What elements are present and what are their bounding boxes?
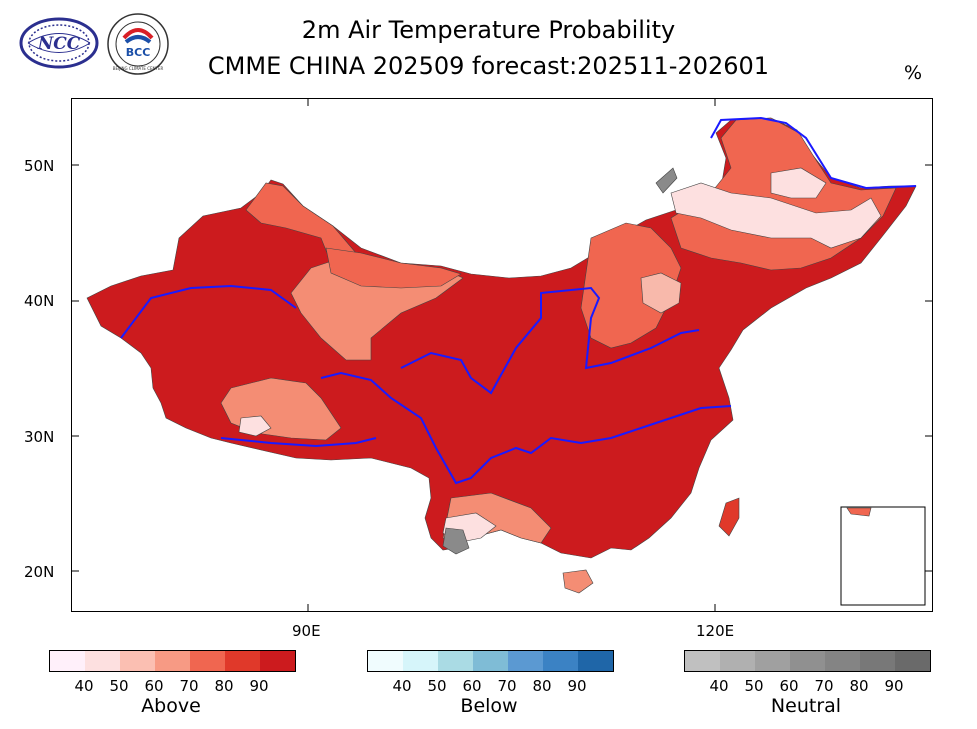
neutral-region-heilongjiang: [655, 167, 678, 194]
taiwan-region: [718, 497, 740, 537]
legend-swatch: [260, 651, 295, 671]
yellow-river-line: [400, 286, 700, 395]
legend-swatch: [120, 651, 155, 671]
legend-tick: 80: [849, 677, 869, 695]
region-above-70-inner-mongolia: [580, 222, 682, 349]
region-above-40-heilongjiang: [770, 167, 827, 199]
legend-swatch: [368, 651, 403, 671]
legend-tick: 70: [814, 677, 834, 695]
legend-above-label: Above: [141, 695, 201, 717]
lon-label-120e: 120E: [696, 622, 735, 640]
lat-label-30n: 30N: [24, 428, 55, 446]
tibet-river-line: [220, 437, 377, 448]
region-above-40-tibet: [238, 415, 272, 437]
region-above-40-northeast: [670, 182, 882, 249]
legend-tick: 60: [779, 677, 799, 695]
legend-tick: 50: [744, 677, 764, 695]
legend-below-label: Below: [460, 695, 518, 717]
legend-swatch: [225, 651, 260, 671]
map-frame: [71, 98, 933, 612]
legend-above-colorbar: [49, 650, 296, 672]
legend-tick: 70: [179, 677, 199, 695]
lat-label-20n: 20N: [24, 563, 55, 581]
legend-tick: 90: [884, 677, 904, 695]
amur-river-line: [710, 116, 917, 190]
lon-label-90e: 90E: [292, 622, 321, 640]
legend-tick: 50: [427, 677, 447, 695]
legend-swatch: [508, 651, 543, 671]
legend-swatch: [790, 651, 825, 671]
unit-label: %: [904, 62, 923, 84]
legend-swatch: [190, 651, 225, 671]
legend-tick: 40: [392, 677, 412, 695]
legend-tick: 60: [462, 677, 482, 695]
legend-swatch: [825, 651, 860, 671]
lat-ticks: [71, 98, 933, 612]
legend-swatch: [50, 651, 85, 671]
legend-swatch: [85, 651, 120, 671]
legend-tick: 70: [497, 677, 517, 695]
legend-neutral-colorbar: [684, 650, 931, 672]
chart-title: 2m Air Temperature Probability: [301, 16, 676, 44]
legend-swatch: [543, 651, 578, 671]
legend-tick: 80: [214, 677, 234, 695]
legend-tick: 50: [109, 677, 129, 695]
region-above-70-hexi: [325, 247, 462, 289]
yangtze-river-line: [320, 371, 732, 485]
lat-label-40n: 40N: [24, 292, 55, 310]
hainan-region: [562, 569, 594, 594]
legend-neutral-label: Neutral: [770, 695, 842, 717]
legend-swatch: [685, 651, 720, 671]
lat-label-50n: 50N: [24, 157, 55, 175]
neutral-region-yunnan: [442, 527, 470, 555]
legend-swatch: [403, 651, 438, 671]
tarim-river-line: [120, 284, 297, 339]
legend-swatch: [755, 651, 790, 671]
legend-tick: 40: [709, 677, 729, 695]
ncc-logo: NCC: [19, 17, 99, 69]
chart-subtitle: CMME CHINA 202509 forecast:202511-202601: [207, 52, 770, 80]
legend-tick: 40: [74, 677, 94, 695]
region-above-50-beijing: [640, 272, 682, 314]
china-probability-map: [71, 98, 933, 612]
legend-swatch: [438, 651, 473, 671]
legend-swatch: [895, 651, 930, 671]
legend-tick: 90: [567, 677, 587, 695]
legend-swatch: [860, 651, 895, 671]
legend-tick: 90: [249, 677, 269, 695]
legend-swatch: [473, 651, 508, 671]
legend-below-colorbar: [367, 650, 614, 672]
ncc-logo-text: NCC: [37, 34, 81, 54]
bcc-logo-text: BCC: [126, 46, 151, 59]
legend-swatch: [720, 651, 755, 671]
inset-region: [846, 507, 872, 517]
bcc-logo-ring-text: BEIJING CLIMATE CENTER: [113, 66, 164, 71]
legend-tick: 80: [532, 677, 552, 695]
bcc-logo: BCC BEIJING CLIMATE CENTER: [107, 13, 169, 75]
legend-swatch: [578, 651, 613, 671]
south-china-sea-inset: [840, 506, 926, 606]
legend-tick: 60: [144, 677, 164, 695]
legend-swatch: [155, 651, 190, 671]
